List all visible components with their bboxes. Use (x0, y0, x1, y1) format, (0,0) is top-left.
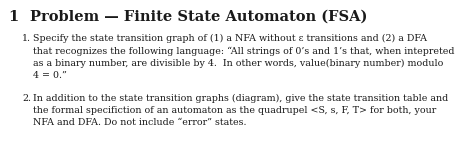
Text: 2.: 2. (22, 94, 31, 103)
Text: 1: 1 (8, 10, 18, 24)
Text: Problem — Finite State Automaton (FSA): Problem — Finite State Automaton (FSA) (30, 10, 367, 24)
Text: 1.: 1. (22, 34, 31, 43)
Text: Specify the state transition graph of (1) a NFA without ε transitions and (2) a : Specify the state transition graph of (1… (33, 34, 455, 80)
Text: In addition to the state transition graphs (diagram), give the state transition : In addition to the state transition grap… (33, 94, 448, 127)
